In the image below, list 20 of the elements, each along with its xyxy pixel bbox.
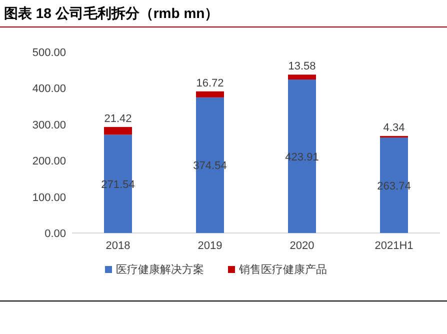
chart-title: 图表 18 公司毛利拆分（rmb mn） (4, 5, 219, 21)
x-tick-label: 2019 (198, 240, 222, 252)
x-tick-label: 2020 (290, 240, 314, 252)
y-tick-label: 400.00 (32, 83, 66, 96)
y-tick-label: 500.00 (32, 47, 66, 59)
legend-label: 销售医疗健康产品 (238, 263, 327, 276)
bar (196, 91, 224, 98)
data-label: 16.72 (196, 77, 224, 90)
data-label: 13.58 (288, 60, 316, 73)
bar (288, 74, 316, 80)
x-tick-label: 2021H1 (374, 240, 414, 252)
y-tick-label: 300.00 (32, 119, 66, 132)
y-tick-label: 0.00 (44, 228, 66, 240)
data-label: 21.42 (104, 112, 132, 125)
x-tick-label: 2018 (106, 240, 130, 252)
y-tick-label: 100.00 (32, 192, 66, 204)
y-tick-label: 200.00 (32, 156, 66, 168)
bar (104, 126, 132, 135)
legend-label: 医疗健康解决方案 (116, 263, 204, 276)
data-label: 4.34 (383, 122, 405, 134)
